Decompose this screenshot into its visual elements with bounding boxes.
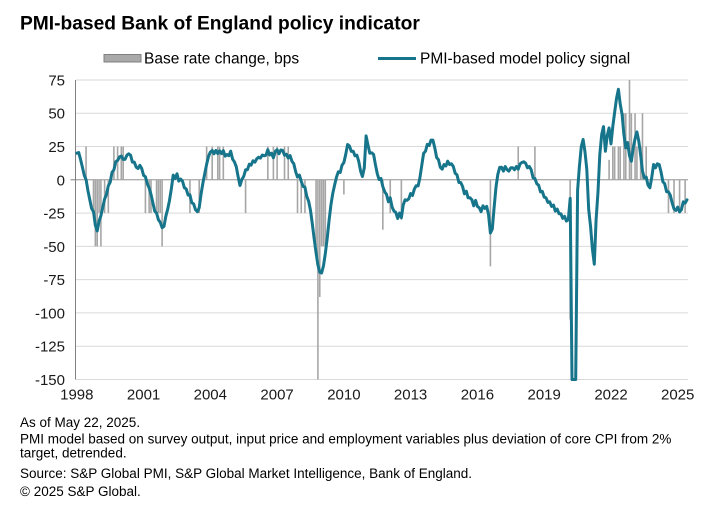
svg-text:25: 25 (48, 139, 65, 156)
svg-text:50: 50 (48, 106, 65, 123)
svg-text:PMI-based Bank of England poli: PMI-based Bank of England policy indicat… (20, 14, 420, 35)
svg-text:PMI-based model policy signal: PMI-based model policy signal (420, 51, 630, 68)
svg-text:As of May 22, 2025.: As of May 22, 2025. (20, 415, 140, 430)
svg-text:-50: -50 (43, 239, 65, 256)
svg-text:2022: 2022 (594, 387, 627, 404)
svg-text:Source: S&P Global PMI, S&P Gl: Source: S&P Global PMI, S&P Global Marke… (20, 466, 472, 481)
svg-text:75: 75 (48, 73, 65, 90)
svg-text:2004: 2004 (194, 387, 227, 404)
svg-text:2019: 2019 (528, 387, 561, 404)
svg-text:2016: 2016 (461, 387, 494, 404)
svg-text:PMI model based on survey outp: PMI model based on survey output, input … (20, 432, 671, 447)
svg-text:-150: -150 (35, 372, 65, 389)
svg-text:target, detrended.: target, detrended. (20, 446, 127, 461)
svg-text:-100: -100 (35, 305, 65, 322)
svg-text:-75: -75 (43, 272, 65, 289)
svg-text:-125: -125 (35, 339, 65, 356)
svg-text:2013: 2013 (394, 387, 427, 404)
svg-text:2007: 2007 (260, 387, 293, 404)
svg-text:2025: 2025 (661, 387, 694, 404)
svg-text:-25: -25 (43, 206, 65, 223)
svg-text:© 2025 S&P Global.: © 2025 S&P Global. (20, 484, 141, 499)
svg-text:2010: 2010 (327, 387, 360, 404)
svg-text:Base rate change, bps: Base rate change, bps (144, 51, 299, 68)
svg-text:0: 0 (57, 172, 65, 189)
svg-text:1998: 1998 (60, 387, 93, 404)
svg-text:2001: 2001 (127, 387, 160, 404)
